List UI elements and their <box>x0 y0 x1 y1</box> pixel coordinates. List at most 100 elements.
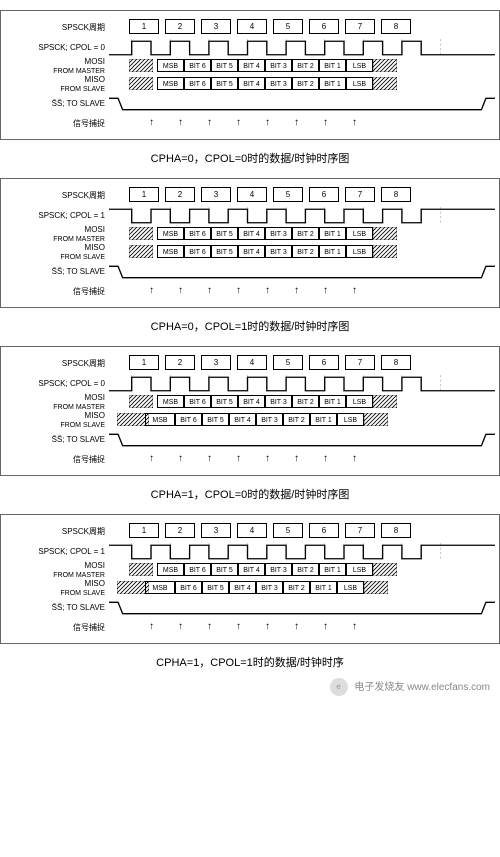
data-bit-cell: LSB <box>337 413 364 426</box>
mosi-row: MOSIFROM MASTER MSBBIT 6BIT 5BIT 4BIT 3B… <box>5 395 495 411</box>
ss-row: S̄S̄; TO SLAVE <box>5 95 495 113</box>
data-bit-cell: BIT 1 <box>319 77 346 90</box>
data-bit-cell: BIT 6 <box>184 59 211 72</box>
data-bit-cell: BIT 4 <box>238 563 265 576</box>
timing-diagram-panel: SPSCK周期 12345678 SPSCK; CPOL = 0 MOSIFRO… <box>0 346 500 476</box>
timing-diagram-panel: SPSCK周期 12345678 SPSCK; CPOL = 0 MOSIFRO… <box>0 10 500 140</box>
cycle-number-box: 1 <box>129 187 159 202</box>
cycle-number-box: 6 <box>309 19 339 34</box>
hatch-pattern <box>373 59 397 72</box>
data-bit-cell: BIT 1 <box>319 59 346 72</box>
hatch-pattern <box>373 77 397 90</box>
hatch-suffix <box>364 413 392 426</box>
hatch-suffix <box>373 563 401 576</box>
data-bit-cell: LSB <box>337 581 364 594</box>
data-bit-cell: BIT 3 <box>265 563 292 576</box>
ss-row: S̄S̄; TO SLAVE <box>5 431 495 449</box>
hatch-prefix <box>129 227 157 240</box>
cycle-number-box: 3 <box>201 523 231 538</box>
data-bit-cell: BIT 3 <box>256 413 283 426</box>
capture-arrows: ↑↑↑↑↑↑↑↑ <box>109 115 495 129</box>
arrow-up-icon: ↑ <box>149 453 154 464</box>
cycle-number-box: 2 <box>165 187 195 202</box>
miso-data: MSBBIT 6BIT 5BIT 4BIT 3BIT 2BIT 1LSB <box>129 77 495 90</box>
ss-label: S̄S̄; TO SLAVE <box>5 268 109 277</box>
data-bit-cell: BIT 2 <box>283 413 310 426</box>
cycle-number-box: 1 <box>129 355 159 370</box>
page: SPSCK周期 12345678 SPSCK; CPOL = 0 MOSIFRO… <box>0 10 500 696</box>
arrow-up-icon: ↑ <box>265 285 270 296</box>
data-bit-cell: BIT 6 <box>175 581 202 594</box>
miso-row: MISOFROM SLAVE MSBBIT 6BIT 5BIT 4BIT 3BI… <box>5 413 495 429</box>
arrow-up-icon: ↑ <box>207 621 212 632</box>
data-bit-cell: BIT 4 <box>238 227 265 240</box>
clock-waveform <box>109 39 495 57</box>
mosi-label: MOSIFROM MASTER <box>5 562 109 580</box>
data-bit-cell: BIT 6 <box>184 77 211 90</box>
arrow-up-icon: ↑ <box>236 621 241 632</box>
miso-row: MISOFROM SLAVE MSBBIT 6BIT 5BIT 4BIT 3BI… <box>5 581 495 597</box>
arrow-up-icon: ↑ <box>207 453 212 464</box>
clock-label: SPSCK; CPOL = 0 <box>5 380 109 389</box>
cycle-boxes: 12345678 <box>109 355 495 369</box>
data-bit-cell: MSB <box>157 227 184 240</box>
ss-label: S̄S̄; TO SLAVE <box>5 100 109 109</box>
mosi-label: MOSIFROM MASTER <box>5 58 109 76</box>
cycle-number-box: 5 <box>273 355 303 370</box>
data-bit-cell: BIT 6 <box>184 245 211 258</box>
cycle-number-box: 8 <box>381 355 411 370</box>
hatch-suffix <box>373 395 401 408</box>
clock-label: SPSCK; CPOL = 1 <box>5 212 109 221</box>
arrow-up-icon: ↑ <box>207 117 212 128</box>
cycle-number-box: 5 <box>273 523 303 538</box>
data-bit-cell: BIT 6 <box>184 395 211 408</box>
hatch-pattern <box>129 77 153 90</box>
arrow-up-icon: ↑ <box>149 285 154 296</box>
watermark: e 电子发烧友 www.elecfans.com <box>0 678 500 696</box>
clock-waveform <box>109 375 495 393</box>
cycle-number-box: 5 <box>273 19 303 34</box>
mosi-data: MSBBIT 6BIT 5BIT 4BIT 3BIT 2BIT 1LSB <box>129 563 495 576</box>
data-bit-cell: BIT 2 <box>292 245 319 258</box>
miso-data: MSBBIT 6BIT 5BIT 4BIT 3BIT 2BIT 1LSB <box>117 413 495 426</box>
mosi-row: MOSIFROM MASTER MSBBIT 6BIT 5BIT 4BIT 3B… <box>5 227 495 243</box>
data-bit-cell: MSB <box>145 413 175 426</box>
cycle-number-box: 2 <box>165 355 195 370</box>
mosi-data: MSBBIT 6BIT 5BIT 4BIT 3BIT 2BIT 1LSB <box>129 59 495 72</box>
clock-label: SPSCK; CPOL = 1 <box>5 548 109 557</box>
data-bit-cell: BIT 5 <box>211 77 238 90</box>
capture-arrows: ↑↑↑↑↑↑↑↑ <box>109 619 495 633</box>
data-bit-cell: BIT 2 <box>283 581 310 594</box>
data-bit-cell: BIT 3 <box>256 581 283 594</box>
miso-data: MSBBIT 6BIT 5BIT 4BIT 3BIT 2BIT 1LSB <box>117 581 495 594</box>
data-bit-cell: BIT 3 <box>265 227 292 240</box>
capture-arrows: ↑↑↑↑↑↑↑↑ <box>109 451 495 465</box>
cycle-number-box: 3 <box>201 19 231 34</box>
hatch-prefix <box>129 77 157 90</box>
data-bit-cell: BIT 4 <box>229 413 256 426</box>
clock-row: SPSCK; CPOL = 1 <box>5 207 495 225</box>
panel-caption: CPHA=1，CPOL=0时的数据/时钟时序图 <box>0 486 500 502</box>
data-bit-cell: BIT 5 <box>202 413 229 426</box>
data-bit-cell: BIT 1 <box>319 563 346 576</box>
timing-diagram-panel: SPSCK周期 12345678 SPSCK; CPOL = 1 MOSIFRO… <box>0 178 500 308</box>
mosi-row: MOSIFROM MASTER MSBBIT 6BIT 5BIT 4BIT 3B… <box>5 563 495 579</box>
arrow-up-icon: ↑ <box>236 453 241 464</box>
ss-label: S̄S̄; TO SLAVE <box>5 604 109 613</box>
data-bit-cell: BIT 5 <box>211 245 238 258</box>
mosi-row: MOSIFROM MASTER MSBBIT 6BIT 5BIT 4BIT 3B… <box>5 59 495 75</box>
hatch-prefix <box>129 59 157 72</box>
data-bit-cell: BIT 2 <box>292 227 319 240</box>
data-bit-cell: BIT 6 <box>175 413 202 426</box>
capture-row: 信号捕捉 ↑↑↑↑↑↑↑↑ <box>5 115 495 133</box>
cycle-boxes: 12345678 <box>109 523 495 537</box>
capture-label: 信号捕捉 <box>5 624 109 633</box>
cycle-number-box: 7 <box>345 523 375 538</box>
arrow-up-icon: ↑ <box>236 117 241 128</box>
hatch-prefix <box>117 413 145 426</box>
miso-row: MISOFROM SLAVE MSBBIT 6BIT 5BIT 4BIT 3BI… <box>5 245 495 261</box>
arrow-up-icon: ↑ <box>178 453 183 464</box>
cycle-label: SPSCK周期 <box>5 360 109 369</box>
cycle-number-box: 4 <box>237 523 267 538</box>
cycle-number-box: 3 <box>201 355 231 370</box>
